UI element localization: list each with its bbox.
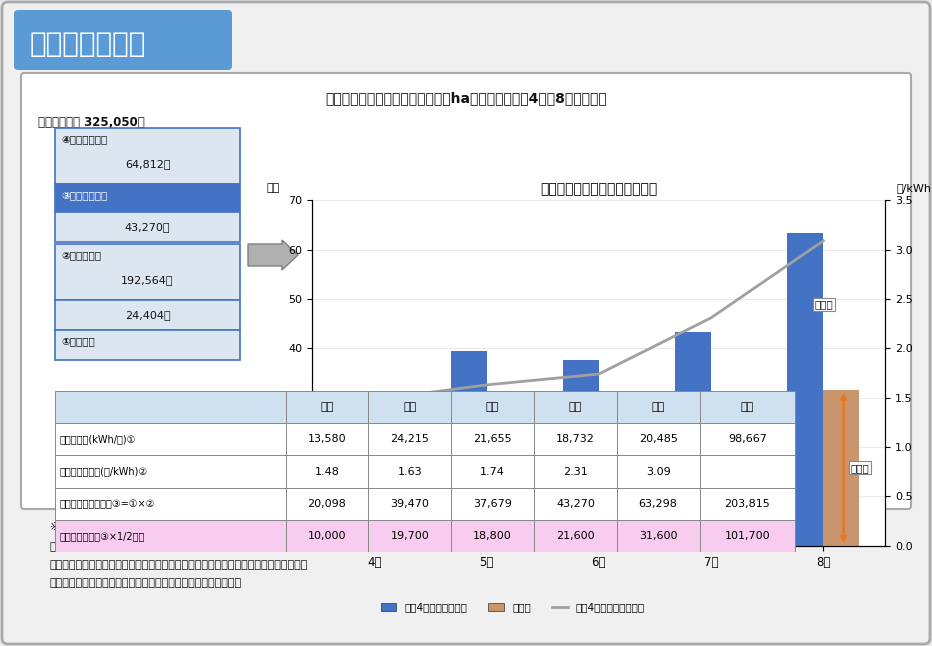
Text: 24,404円: 24,404円 <box>125 310 171 320</box>
Text: 18,800: 18,800 <box>473 531 512 541</box>
Bar <box>451 520 534 552</box>
Text: 電力使用量(kWh/機)①: 電力使用量(kWh/機)① <box>60 434 136 444</box>
Bar <box>711 439 747 546</box>
Text: 24,215: 24,215 <box>391 434 430 444</box>
Text: 料金に反映させるため、料金設定の基準となっている原油換算燃料価格から: 料金に反映させるため、料金設定の基準となっている原油換算燃料価格から <box>50 560 308 570</box>
Text: 千円: 千円 <box>267 183 280 193</box>
Text: 事業のイメージ: 事業のイメージ <box>30 30 146 58</box>
Bar <box>55 212 240 242</box>
Bar <box>451 423 534 455</box>
Bar <box>451 455 534 488</box>
Bar <box>617 423 700 455</box>
Bar <box>285 455 368 488</box>
Text: 64,812円: 64,812円 <box>125 159 171 169</box>
Text: 63,298: 63,298 <box>638 499 678 509</box>
Text: ※電気料金＝基本料金＋電力量料金＋燃料費調整額＋再エネ賦課金: ※電気料金＝基本料金＋電力量料金＋燃料費調整額＋再エネ賦課金 <box>50 521 252 531</box>
Bar <box>451 391 534 423</box>
Text: 37,679: 37,679 <box>473 499 512 509</box>
Bar <box>285 520 368 552</box>
Text: ５月: ５月 <box>404 402 417 412</box>
Text: ６月: ６月 <box>486 402 500 412</box>
Bar <box>700 520 795 552</box>
Text: 補助分: 補助分 <box>850 463 870 473</box>
Text: 10,000: 10,000 <box>308 531 347 541</box>
Text: 合計: 合計 <box>741 402 754 412</box>
Text: ７月電気料金 325,050円: ７月電気料金 325,050円 <box>38 116 144 129</box>
Bar <box>700 423 795 455</box>
Bar <box>823 390 859 546</box>
Bar <box>55 184 240 212</box>
Bar <box>534 423 617 455</box>
Text: ８月: ８月 <box>651 402 665 412</box>
Text: ③燃料費調整額: ③燃料費調整額 <box>61 190 107 200</box>
Text: ７月: ７月 <box>569 402 582 412</box>
Text: 3.09: 3.09 <box>646 466 670 477</box>
Bar <box>617 455 700 488</box>
Bar <box>55 300 240 330</box>
Title: 燃料費調整額と支援のイメージ: 燃料費調整額と支援のイメージ <box>541 182 657 196</box>
Text: 燃料費調整単価(円/kWh)②: 燃料費調整単価(円/kWh)② <box>60 466 148 477</box>
Text: 43,270: 43,270 <box>556 499 595 509</box>
Bar <box>534 455 617 488</box>
Bar <box>338 446 375 546</box>
Bar <box>368 391 451 423</box>
Text: 変動した場合に、その変動分に応じて電気料金を調整: 変動した場合に、その変動分に応じて電気料金を調整 <box>50 578 242 588</box>
Bar <box>285 391 368 423</box>
Bar <box>534 391 617 423</box>
Legend: 令和4年燃料費調整額, 補助額, 令和4年燃料費調整単価: 令和4年燃料費調整額, 補助額, 令和4年燃料費調整単価 <box>377 598 650 617</box>
Text: 燃料費調整額…火力燃料費（原油・液化天然ガス・石炭）の変動をできるかぎり迅速に電力: 燃料費調整額…火力燃料費（原油・液化天然ガス・石炭）の変動をできるかぎり迅速に電… <box>50 542 333 552</box>
Text: 円/kWh: 円/kWh <box>897 183 931 193</box>
Text: 1.63: 1.63 <box>398 466 422 477</box>
Text: 1.48: 1.48 <box>315 466 339 477</box>
Bar <box>285 488 368 520</box>
Bar <box>55 330 240 360</box>
Text: 39,470: 39,470 <box>391 499 430 509</box>
Bar <box>617 488 700 520</box>
Bar <box>55 455 285 488</box>
Bar <box>563 360 598 546</box>
Bar <box>55 520 285 552</box>
Text: 43,270円: 43,270円 <box>125 222 171 232</box>
Bar <box>55 128 240 184</box>
Text: 燃料費調整額（円）③=①×②: 燃料費調整額（円）③=①×② <box>60 499 156 509</box>
Text: 31,600: 31,600 <box>639 531 678 541</box>
Text: 192,564円: 192,564円 <box>121 275 173 285</box>
Bar <box>675 332 711 546</box>
Text: 21,655: 21,655 <box>473 434 512 444</box>
Text: 101,700: 101,700 <box>725 531 771 541</box>
Bar <box>617 391 700 423</box>
Text: ②電力量料金: ②電力量料金 <box>61 250 101 260</box>
Bar <box>598 453 635 546</box>
Bar <box>534 488 617 520</box>
Bar <box>788 233 823 546</box>
Text: ①基本料金: ①基本料金 <box>61 336 95 346</box>
Text: ４月: ４月 <box>321 402 334 412</box>
Bar <box>368 455 451 488</box>
Bar <box>617 520 700 552</box>
Text: 【Ａ土地改良区（受益面積約〇〇ha、電力使用期間4月〜8月）の例】: 【Ａ土地改良区（受益面積約〇〇ha、電力使用期間4月〜8月）の例】 <box>325 91 607 105</box>
Text: 18,732: 18,732 <box>556 434 595 444</box>
Text: ④再エネ賦課金: ④再エネ賦課金 <box>61 134 107 144</box>
Text: 21,600: 21,600 <box>556 531 595 541</box>
Bar <box>55 244 240 300</box>
Text: 19,700: 19,700 <box>391 531 430 541</box>
Bar <box>368 520 451 552</box>
Text: 2.31: 2.31 <box>563 466 588 477</box>
Bar <box>368 423 451 455</box>
Bar <box>700 391 795 423</box>
FancyArrow shape <box>248 240 298 270</box>
Bar <box>450 351 487 546</box>
Bar <box>368 488 451 520</box>
Text: 補助金額（円）③×1/2以内: 補助金額（円）③×1/2以内 <box>60 531 145 541</box>
Bar <box>55 423 285 455</box>
Text: 上昇分: 上昇分 <box>815 299 833 309</box>
Bar <box>375 497 410 546</box>
Text: 20,098: 20,098 <box>308 499 347 509</box>
FancyBboxPatch shape <box>14 10 232 70</box>
Bar <box>700 455 795 488</box>
Bar <box>700 488 795 520</box>
FancyBboxPatch shape <box>21 73 911 509</box>
Bar <box>534 520 617 552</box>
Text: 13,580: 13,580 <box>308 434 347 444</box>
